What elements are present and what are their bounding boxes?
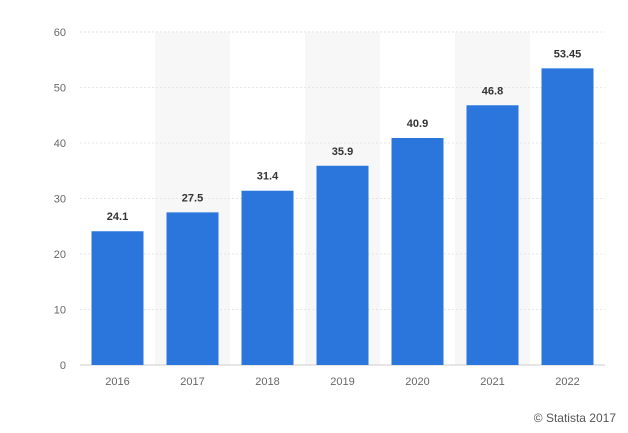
x-tick-label-2016: 2016 [105, 376, 129, 388]
x-tick-label-2019: 2019 [330, 376, 354, 388]
data-label-2017: 27.5 [182, 192, 203, 204]
y-tick-label-0: 0 [60, 360, 66, 372]
data-label-2021: 46.8 [482, 85, 503, 97]
data-labels: 24.1 27.5 31.4 35.9 40.9 46.8 53.45 [107, 48, 581, 223]
data-label-2022: 53.45 [554, 48, 582, 60]
bar-2016[interactable] [91, 231, 144, 365]
x-tick-label-2020: 2020 [405, 376, 429, 388]
y-tick-label-30: 30 [54, 194, 66, 206]
y-tick-label-20: 20 [54, 249, 66, 261]
bar-2021[interactable] [466, 105, 519, 365]
data-label-2016: 24.1 [107, 211, 128, 223]
bar-2020[interactable] [391, 138, 444, 365]
data-label-2018: 31.4 [257, 171, 279, 183]
y-tick-label-50: 50 [54, 83, 66, 95]
x-axis-tick-labels: 2016 2017 2018 2019 2020 2021 2022 [105, 376, 579, 388]
bar-2017[interactable] [166, 212, 219, 365]
data-label-2019: 35.9 [332, 146, 353, 158]
bars [91, 68, 594, 365]
x-tick-label-2022: 2022 [555, 376, 579, 388]
y-tick-label-60: 60 [54, 27, 66, 39]
bar-2019[interactable] [316, 165, 369, 365]
y-tick-label-10: 10 [54, 305, 66, 317]
x-tick-label-2018: 2018 [255, 376, 279, 388]
x-tick-label-2021: 2021 [480, 376, 504, 388]
data-label-2020: 40.9 [407, 118, 428, 130]
statista-credit[interactable]: © Statista 2017 [533, 411, 616, 425]
x-tick-label-2017: 2017 [180, 376, 204, 388]
y-tick-label-40: 40 [54, 138, 66, 150]
bar-2018[interactable] [241, 190, 294, 365]
bar-2022[interactable] [541, 68, 594, 365]
y-axis-tick-labels: 0 10 20 30 40 50 60 [54, 27, 66, 372]
